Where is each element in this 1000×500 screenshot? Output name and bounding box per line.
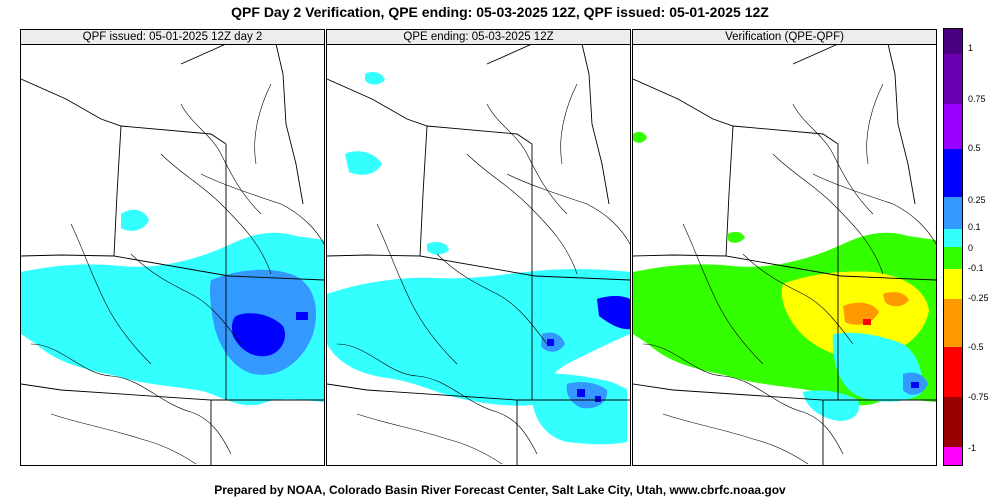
qpf-map: [21, 44, 324, 466]
colorbar-swatch-0-75: [944, 54, 962, 104]
colorbar-swatch-neg-1: [944, 397, 962, 447]
colorbar-label: -0.5: [968, 342, 984, 352]
colorbar-swatch-1: [944, 29, 962, 54]
colorbar-label: 0: [968, 243, 974, 253]
qpe-panel-title: QPE ending: 05-03-2025 12Z: [327, 30, 630, 45]
qpe-precip-field: [327, 72, 630, 445]
colorbar-label: -0.75: [968, 392, 989, 402]
qpf-precip-field: [21, 209, 324, 406]
colorbar-label: 0.5: [968, 143, 981, 153]
colorbar-swatch-neg-0-1: [944, 247, 962, 269]
qpe-panel: QPE ending: 05-03-2025 12Z: [326, 29, 631, 466]
verification-panel: Verification (QPE-QPF): [632, 29, 937, 466]
colorbar-swatch-0-5: [944, 104, 962, 149]
colorbar-label: 0.75: [968, 94, 986, 104]
qpf-panel: QPF issued: 05-01-2025 12Z day 2: [20, 29, 325, 466]
colorbar-label: -0.1: [968, 263, 984, 273]
qpf-rivers: [30, 83, 324, 465]
colorbar-swatch-below: [944, 447, 962, 465]
qpe-map: [327, 44, 630, 466]
qpf-panel-title: QPF issued: 05-01-2025 12Z day 2: [21, 30, 324, 45]
verification-boundaries: [633, 44, 936, 466]
figure-title: QPF Day 2 Verification, QPE ending: 05-0…: [231, 4, 769, 20]
colorbar-swatch-neg-0-5: [944, 299, 962, 347]
verification-rivers: [642, 83, 936, 465]
qpe-boundaries: [327, 44, 630, 466]
colorbar-swatch-0: [944, 229, 962, 247]
colorbar-label: -0.25: [968, 293, 989, 303]
colorbar-label: 0.1: [968, 222, 981, 232]
colorbar-swatch-0-25: [944, 149, 962, 197]
verification-map: [633, 44, 936, 466]
qpf-boundaries: [21, 44, 324, 466]
colorbar-swatch-0-1: [944, 197, 962, 229]
verification-diff-field: [633, 131, 936, 421]
credit-footer: Prepared by NOAA, Colorado Basin River F…: [214, 483, 786, 497]
colorbar-swatch-neg-0-25: [944, 269, 962, 299]
colorbar-swatch-neg-0-75: [944, 347, 962, 397]
verification-panel-title: Verification (QPE-QPF): [633, 30, 936, 45]
colorbar-label: -1: [968, 443, 977, 453]
qpe-rivers: [336, 83, 630, 465]
colorbar-label: 0.25: [968, 195, 986, 205]
colorbar-label: 1: [968, 43, 974, 53]
colorbar: [943, 28, 963, 466]
